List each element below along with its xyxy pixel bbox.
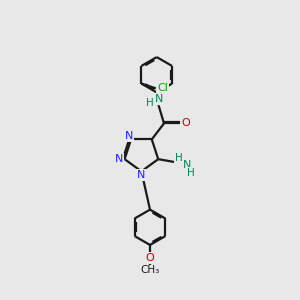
Text: CH₃: CH₃: [140, 266, 160, 275]
Text: Cl: Cl: [157, 83, 168, 93]
Text: N: N: [125, 131, 133, 141]
Text: N: N: [154, 94, 163, 104]
Text: O: O: [146, 253, 154, 263]
Text: N: N: [115, 154, 123, 164]
Text: N: N: [182, 160, 191, 170]
Text: O: O: [181, 118, 190, 128]
Text: H: H: [187, 168, 195, 178]
Text: H: H: [175, 153, 182, 163]
Text: H: H: [146, 98, 154, 108]
Text: N: N: [137, 170, 146, 180]
